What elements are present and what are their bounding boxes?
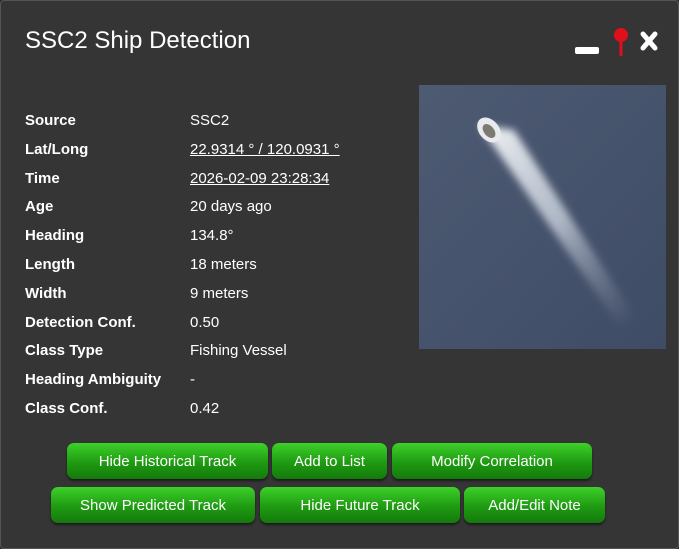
pin-button[interactable]: [614, 28, 628, 56]
field-label: Source: [25, 112, 76, 129]
panel-title: SSC2 Ship Detection: [25, 27, 250, 55]
field-value: 18 meters: [190, 256, 257, 273]
field-value: 0.50: [190, 314, 219, 331]
field-value[interactable]: 22.9314 ° / 120.0931 °: [190, 141, 340, 158]
field-label: Class Type: [25, 342, 103, 359]
field-value: SSC2: [190, 112, 229, 129]
field-value: -: [190, 371, 195, 388]
field-label: Detection Conf.: [25, 314, 136, 331]
action-button[interactable]: Modify Correlation: [392, 443, 592, 479]
field-label: Class Conf.: [25, 400, 108, 417]
close-button[interactable]: [643, 34, 655, 48]
field-value: 9 meters: [190, 285, 248, 302]
action-button[interactable]: Hide Future Track: [260, 487, 460, 523]
field-label: Age: [25, 198, 53, 215]
field-label: Time: [25, 170, 60, 187]
field-value: Fishing Vessel: [190, 342, 287, 359]
action-button[interactable]: Hide Historical Track: [67, 443, 268, 479]
action-button[interactable]: Add to List: [272, 443, 387, 479]
ship-image: [419, 85, 666, 349]
field-label: Length: [25, 256, 75, 273]
field-value: 134.8°: [190, 227, 234, 244]
field-label: Lat/Long: [25, 141, 88, 158]
field-value: 20 days ago: [190, 198, 272, 215]
window-controls: [571, 25, 663, 59]
field-label: Heading Ambiguity: [25, 371, 161, 388]
field-value: 0.42: [190, 400, 219, 417]
detection-panel: SSC2 Ship Detection Source SSC2 Lat/Long 22…: [0, 0, 679, 549]
field-label: Heading: [25, 227, 84, 244]
field-label: Width: [25, 285, 67, 302]
action-button[interactable]: Show Predicted Track: [51, 487, 255, 523]
action-button[interactable]: Add/Edit Note: [464, 487, 605, 523]
field-value[interactable]: 2026-02-09 23:28:34: [190, 170, 329, 187]
minimize-button[interactable]: [575, 47, 599, 54]
